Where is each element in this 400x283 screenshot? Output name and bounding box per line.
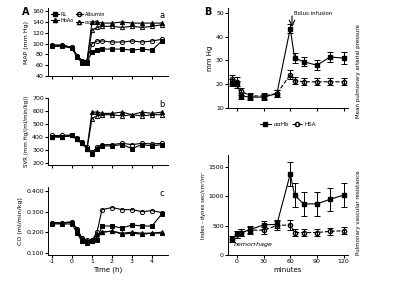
Y-axis label: Index - dynes sec/cm⁵/m²: Index - dynes sec/cm⁵/m² bbox=[200, 171, 206, 239]
Y-axis label: mm Hg: mm Hg bbox=[207, 46, 213, 71]
Y-axis label: CO (ml/min/kg): CO (ml/min/kg) bbox=[18, 197, 24, 245]
Legend: RL, HbAo, Albumin, $\alpha\alpha$-Hb: RL, HbAo, Albumin, $\alpha\alpha$-Hb bbox=[50, 11, 106, 27]
Text: Pulmonary vascular resistance: Pulmonary vascular resistance bbox=[356, 170, 361, 255]
Text: c: c bbox=[160, 189, 164, 198]
Text: a: a bbox=[159, 10, 164, 20]
Y-axis label: SVR (mm Hg/(ml/min/kg)): SVR (mm Hg/(ml/min/kg)) bbox=[24, 96, 29, 167]
Text: A: A bbox=[22, 7, 29, 17]
Text: Mean pulmonary arterial pressure: Mean pulmonary arterial pressure bbox=[356, 24, 361, 118]
Y-axis label: MAP (mm Hg): MAP (mm Hg) bbox=[24, 21, 29, 64]
Text: Bolus infusion: Bolus infusion bbox=[294, 11, 332, 16]
X-axis label: Time (h): Time (h) bbox=[93, 267, 123, 273]
Text: B: B bbox=[204, 7, 211, 16]
Text: b: b bbox=[159, 100, 164, 109]
Text: hemorrhage: hemorrhage bbox=[234, 242, 273, 247]
X-axis label: minutes: minutes bbox=[274, 267, 302, 273]
Legend: $\alpha\alpha$Hb, HSA: $\alpha\alpha$Hb, HSA bbox=[258, 117, 318, 130]
